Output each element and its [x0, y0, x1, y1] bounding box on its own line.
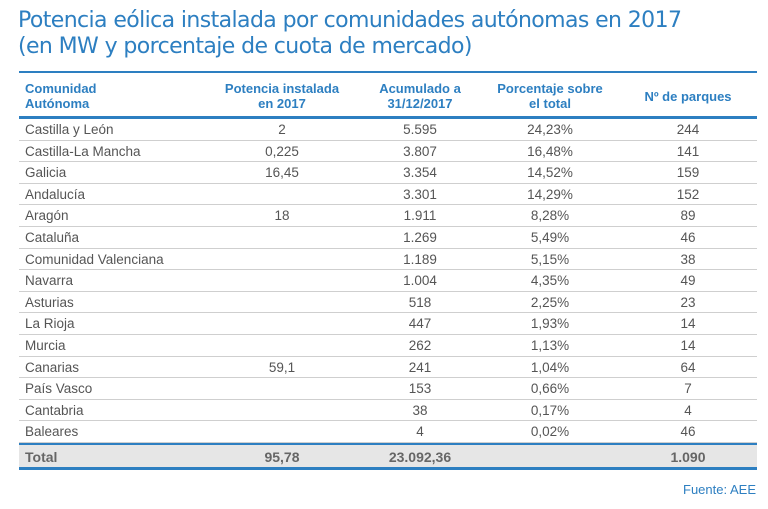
total-parques: 1.090 — [670, 448, 706, 465]
table-row: Cataluña 1.269 5,49% 46 — [19, 227, 757, 249]
header-comunidad: Comunidad Autónoma — [25, 81, 97, 111]
cell-porcentaje: 5,49% — [530, 229, 570, 245]
table-row: Asturias 518 2,25% 23 — [19, 292, 757, 314]
cell-porcentaje: 24,23% — [527, 122, 573, 137]
cell-comunidad: Andalucía — [25, 186, 86, 202]
cell-parques: 152 — [676, 186, 700, 202]
cell-comunidad: Castilla-La Mancha — [25, 143, 141, 159]
header-porcentaje: Porcentaje sobre el total — [497, 81, 603, 111]
cell-acumulado: 3.354 — [403, 165, 437, 181]
page-title: Potencia eólica instalada por comunidade… — [18, 8, 682, 60]
cell-potencia: 18 — [274, 208, 290, 224]
table-body: Castilla y León 2 5.595 24,23% 244 Castilla-L… — [19, 119, 757, 443]
cell-acumulado: 518 — [408, 294, 432, 310]
title-line-1: Potencia eólica instalada por comunidade… — [18, 8, 682, 33]
cell-parques: 14 — [680, 316, 696, 332]
table-row: Navarra 1.004 4,35% 49 — [19, 270, 757, 292]
cell-potencia: 16,45 — [265, 165, 299, 181]
cell-comunidad: Galicia — [25, 165, 67, 181]
table-row: Cantabria 38 0,17% 4 — [19, 400, 757, 422]
table-header: Comunidad Autónoma Potencia instalada en… — [19, 71, 757, 119]
cell-porcentaje: 1,04% — [530, 359, 570, 375]
cell-comunidad: Aragón — [25, 208, 69, 224]
cell-comunidad: Canarias — [25, 359, 80, 375]
cell-acumulado: 262 — [408, 337, 432, 353]
table-row: Aragón 18 1.911 8,28% 89 — [19, 205, 757, 227]
cell-porcentaje: 1,93% — [530, 316, 570, 332]
cell-parques: 244 — [676, 122, 700, 137]
total-acumulado: 23.092,36 — [388, 448, 452, 465]
cell-porcentaje: 4,35% — [530, 273, 570, 289]
cell-comunidad: País Vasco — [25, 381, 93, 397]
total-potencia: 95,78 — [264, 448, 300, 465]
total-label: Total — [25, 448, 58, 465]
table-row: Andalucía 3.301 14,29% 152 — [19, 184, 757, 206]
cell-porcentaje: 14,29% — [527, 186, 573, 202]
cell-comunidad: Asturias — [25, 294, 74, 310]
header-potencia: Potencia instalada en 2017 — [224, 81, 340, 111]
cell-parques: 64 — [680, 359, 696, 375]
cell-parques: 4 — [684, 402, 692, 418]
cell-porcentaje: 0,17% — [530, 402, 570, 418]
cell-comunidad: La Rioja — [25, 316, 75, 332]
table-row: Comunidad Valenciana 1.189 5,15% 38 — [19, 249, 757, 271]
header-parques: Nº de parques — [644, 89, 732, 104]
cell-acumulado: 38 — [412, 402, 428, 418]
cell-potencia: 0,225 — [265, 143, 299, 159]
cell-parques: 7 — [684, 381, 692, 397]
cell-porcentaje: 14,52% — [527, 165, 573, 181]
cell-acumulado: 1.004 — [403, 273, 437, 289]
cell-parques: 141 — [676, 143, 700, 159]
table-row: Galicia 16,45 3.354 14,52% 159 — [19, 162, 757, 184]
source-note: Fuente: AEE — [683, 482, 756, 497]
cell-parques: 89 — [680, 208, 696, 224]
cell-porcentaje: 0,66% — [530, 381, 570, 397]
cell-acumulado: 1.189 — [403, 251, 437, 267]
cell-acumulado: 3.807 — [403, 143, 437, 159]
table-row: Castilla-La Mancha 0,225 3.807 16,48% 141 — [19, 141, 757, 163]
total-row: Total 95,78 23.092,36 1.090 — [19, 442, 757, 470]
cell-potencia: 59,1 — [268, 359, 296, 375]
cell-acumulado: 1.269 — [403, 229, 437, 245]
cell-comunidad: Cantabria — [25, 402, 84, 418]
cell-porcentaje: 16,48% — [527, 143, 573, 159]
cell-acumulado: 153 — [408, 381, 432, 397]
table-row: Murcia 262 1,13% 14 — [19, 335, 757, 357]
table-row: Baleares 4 0,02% 46 — [19, 421, 757, 443]
header-acumulado: Acumulado a 31/12/2017 — [379, 81, 461, 111]
cell-porcentaje: 2,25% — [530, 294, 570, 310]
cell-acumulado: 4 — [416, 424, 424, 440]
cell-parques: 14 — [680, 337, 696, 353]
cell-acumulado: 1.911 — [403, 208, 437, 224]
cell-potencia: 2 — [278, 122, 286, 137]
cell-comunidad: Baleares — [25, 424, 79, 440]
cell-acumulado: 447 — [408, 316, 432, 332]
cell-porcentaje: 5,15% — [530, 251, 570, 267]
cell-acumulado: 3.301 — [403, 186, 437, 202]
cell-comunidad: Comunidad Valenciana — [25, 251, 164, 267]
table-row: País Vasco 153 0,66% 7 — [19, 378, 757, 400]
cell-comunidad: Cataluña — [25, 229, 80, 245]
cell-parques: 46 — [680, 229, 696, 245]
cell-comunidad: Navarra — [25, 273, 74, 289]
table-row: Canarias 59,1 241 1,04% 64 — [19, 357, 757, 379]
cell-porcentaje: 0,02% — [530, 424, 570, 440]
cell-comunidad: Castilla y León — [25, 122, 114, 137]
cell-parques: 38 — [680, 251, 696, 267]
title-line-2: (en MW y porcentaje de cuota de mercado) — [18, 34, 472, 59]
cell-parques: 49 — [680, 273, 696, 289]
cell-parques: 23 — [680, 294, 696, 310]
cell-porcentaje: 8,28% — [530, 208, 570, 224]
cell-acumulado: 5.595 — [403, 122, 437, 137]
cell-parques: 159 — [676, 165, 700, 181]
cell-comunidad: Murcia — [25, 337, 66, 353]
cell-porcentaje: 1,13% — [530, 337, 570, 353]
wind-power-table: Comunidad Autónoma Potencia instalada en… — [19, 71, 757, 470]
table-row: Castilla y León 2 5.595 24,23% 244 — [19, 119, 757, 141]
cell-acumulado: 241 — [408, 359, 432, 375]
cell-parques: 46 — [680, 424, 696, 440]
table-row: La Rioja 447 1,93% 14 — [19, 313, 757, 335]
